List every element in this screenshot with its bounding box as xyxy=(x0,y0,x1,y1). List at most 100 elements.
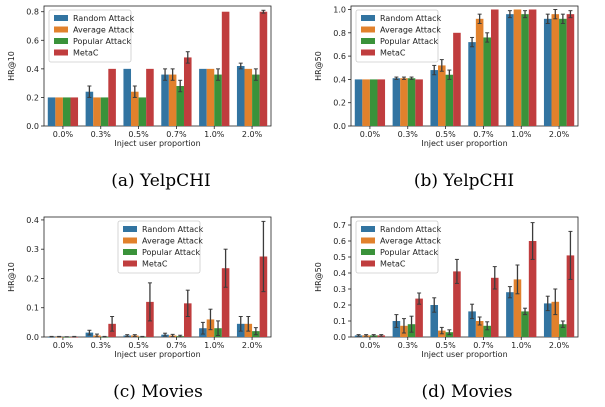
y-tick-label: 0.6 xyxy=(333,237,346,246)
axes-frame xyxy=(350,5,579,127)
bar xyxy=(528,9,537,126)
y-tick-label: 0.4 xyxy=(26,65,39,74)
bar xyxy=(146,68,154,126)
bar xyxy=(521,311,529,337)
legend-swatch xyxy=(123,237,137,244)
legend-label: Random Attack xyxy=(380,14,442,23)
panel-caption: (d) Movies xyxy=(421,382,512,402)
legend-box xyxy=(355,9,439,63)
bar xyxy=(138,97,147,126)
bar xyxy=(551,14,560,126)
bar xyxy=(392,78,401,126)
x-tick-label: 2.0% xyxy=(242,130,263,139)
x-tick-label: 0.3% xyxy=(398,341,419,350)
y-axis-label: HR@50 xyxy=(314,262,323,292)
chart-panel-2: 0.0 0.2 0.4 0.6 0.8 1.0 0.0% 0.3% 0.5% 0.7% 1.0% 2.… xyxy=(314,5,579,191)
y-tick-label: 0.2 xyxy=(333,301,346,310)
x-tick-label: 0.7% xyxy=(473,341,494,350)
bar xyxy=(93,97,101,126)
legend-label: MetaC xyxy=(380,260,406,269)
bar xyxy=(70,97,79,126)
y-tick-label: 0.8 xyxy=(26,8,39,17)
axes-frame xyxy=(43,5,272,127)
y-tick-label: 0.7 xyxy=(333,221,346,230)
x-tick-label: 0.3% xyxy=(91,341,112,350)
x-axis-label: Inject user proportion xyxy=(114,350,200,359)
x-tick-label: 0.5% xyxy=(435,341,456,350)
bar xyxy=(123,68,132,126)
legend-label: Average Attack xyxy=(380,26,441,35)
bar xyxy=(513,279,522,337)
x-tick-label: 1.0% xyxy=(511,130,532,139)
legend-swatch xyxy=(54,49,68,56)
y-tick-label: 0.4 xyxy=(333,75,346,84)
bar xyxy=(131,91,139,126)
bar xyxy=(430,305,439,337)
bar xyxy=(62,97,71,126)
y-tick-label: 0.2 xyxy=(26,93,39,102)
bar xyxy=(475,321,484,337)
legend-label: Random Attack xyxy=(380,225,442,234)
y-tick-label: 0.4 xyxy=(333,269,346,278)
legend-box xyxy=(355,220,439,274)
bar xyxy=(161,74,169,126)
x-tick-label: 0.0% xyxy=(360,130,381,139)
x-tick-label: 0.0% xyxy=(53,341,74,350)
x-tick-label: 2.0% xyxy=(242,341,263,350)
legend-swatch xyxy=(361,260,375,267)
legend-label: Popular Attack xyxy=(73,37,131,46)
legend-box xyxy=(48,9,132,63)
legend-swatch xyxy=(361,49,375,56)
legend-label: MetaC xyxy=(73,49,99,58)
legend-label: Average Attack xyxy=(73,26,134,35)
legend-label: MetaC xyxy=(142,260,168,269)
bar xyxy=(47,97,56,126)
bar xyxy=(259,11,268,126)
bar xyxy=(244,68,253,126)
panel-caption: (b) YelpCHI xyxy=(414,171,514,191)
bar xyxy=(506,14,514,126)
legend-box xyxy=(117,220,201,274)
legend-swatch xyxy=(361,226,375,232)
bar xyxy=(438,65,446,126)
bar xyxy=(483,37,491,126)
bar xyxy=(183,57,192,126)
bar xyxy=(55,97,63,126)
bar xyxy=(221,268,230,337)
y-tick-label: 0.0 xyxy=(26,122,39,131)
legend-label: Popular Attack xyxy=(142,248,200,257)
bar xyxy=(528,241,537,337)
bar xyxy=(183,303,192,337)
bar xyxy=(252,74,260,126)
y-tick-label: 0.1 xyxy=(333,317,346,326)
bar xyxy=(445,74,454,126)
legend-swatch xyxy=(54,15,68,21)
bar xyxy=(108,68,116,126)
bar xyxy=(543,303,552,337)
bar xyxy=(415,298,423,337)
x-axis-label: Inject user proportion xyxy=(421,350,507,359)
x-tick-label: 0.7% xyxy=(166,130,187,139)
x-tick-label: 0.0% xyxy=(360,341,381,350)
panel-caption: (a) YelpCHI xyxy=(111,171,210,191)
legend-label: Random Attack xyxy=(73,14,135,23)
bar xyxy=(168,74,177,126)
bar xyxy=(259,256,268,337)
bar xyxy=(430,70,439,126)
bar xyxy=(551,301,560,337)
x-tick-label: 0.3% xyxy=(91,130,112,139)
x-tick-label: 0.5% xyxy=(435,130,456,139)
chart-panel-3: 0.0 0.1 0.2 0.3 0.4 0.0% 0.3% 0.5% 0.7% 1.0% 2.0% I… xyxy=(7,216,272,402)
x-tick-label: 1.0% xyxy=(204,130,225,139)
x-tick-label: 1.0% xyxy=(204,341,225,350)
bar xyxy=(475,18,484,126)
axes-frame xyxy=(43,216,272,338)
legend-swatch xyxy=(361,38,375,44)
y-tick-label: 0.0 xyxy=(333,333,346,342)
bar xyxy=(453,271,461,337)
legend-label: Random Attack xyxy=(142,225,204,234)
bar xyxy=(362,79,370,126)
bar xyxy=(490,9,499,126)
legend-label: MetaC xyxy=(380,49,406,58)
x-tick-label: 0.5% xyxy=(128,130,149,139)
